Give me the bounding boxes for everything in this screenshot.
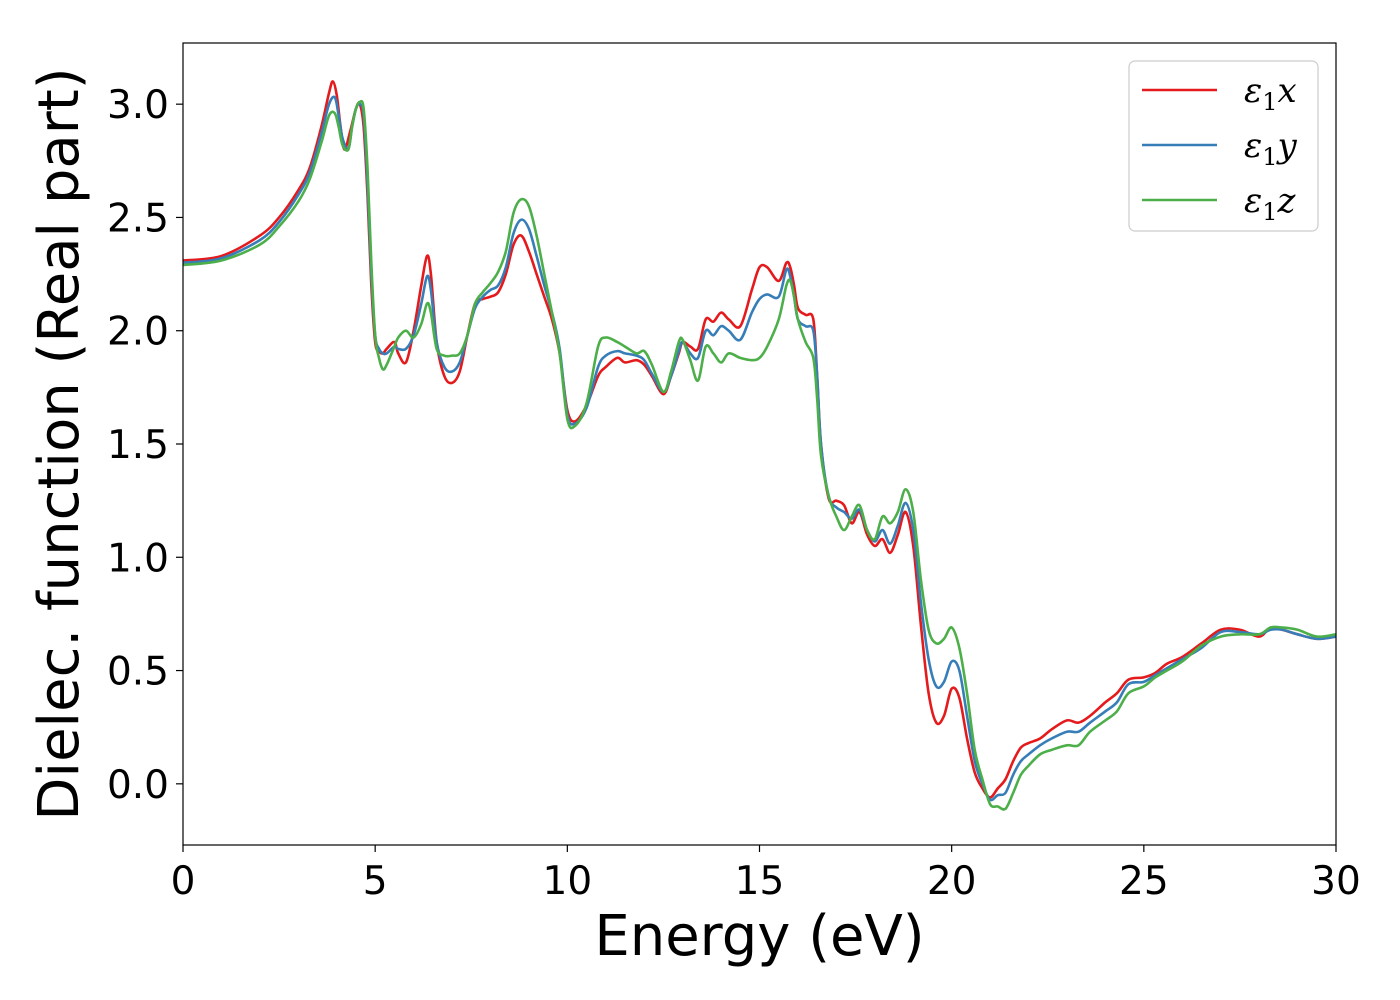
plot-lines <box>183 80 1336 811</box>
series-line-y <box>183 95 1336 802</box>
legend-item-x: ε1x <box>1142 71 1297 116</box>
x-tick-label: 25 <box>1119 859 1169 904</box>
series-line-z <box>183 99 1336 811</box>
y-tick-label: 1.5 <box>107 423 169 468</box>
y-tick-label: 0.0 <box>107 763 169 808</box>
y-tick-label: 3.0 <box>107 83 169 128</box>
legend-symbol: ε <box>1244 181 1262 221</box>
legend-item-y: ε1y <box>1142 126 1298 171</box>
y-tick-label: 2.5 <box>107 196 169 241</box>
legend-component: y <box>1276 126 1298 166</box>
legend-box <box>1128 60 1319 232</box>
legend-subscript: 1 <box>1262 143 1277 171</box>
x-tick-label: 30 <box>1311 859 1361 904</box>
x-tick-label: 10 <box>543 859 593 904</box>
x-tick-label: 5 <box>363 859 388 904</box>
y-tick-label: 1.0 <box>107 536 169 581</box>
y-tick-label: 2.0 <box>107 310 169 355</box>
series-line-x <box>183 80 1336 799</box>
y-axis: 0.0 0.5 1.0 1.5 2.0 2.5 3.0 <box>107 83 183 808</box>
legend-item-z: ε1z <box>1142 181 1297 226</box>
legend-symbol: ε <box>1244 71 1262 111</box>
x-tick-label: 0 <box>171 859 196 904</box>
x-axis: 0 5 10 15 20 25 30 <box>171 845 1361 904</box>
x-tick-label: 20 <box>927 859 977 904</box>
legend-component: z <box>1277 181 1297 221</box>
legend-subscript: 1 <box>1262 198 1277 226</box>
legend-component: x <box>1278 71 1297 111</box>
legend-label: ε1z <box>1244 181 1297 226</box>
legend-label: ε1y <box>1244 126 1298 171</box>
legend-symbol: ε <box>1244 126 1262 166</box>
x-tick-label: 15 <box>735 859 785 904</box>
x-axis-label: Energy (eV) <box>594 904 924 969</box>
legend-label: ε1x <box>1244 71 1297 116</box>
y-axis-label: Dielec. function (Real part) <box>27 67 92 820</box>
y-tick-label: 0.5 <box>107 650 169 695</box>
legend-subscript: 1 <box>1262 88 1277 116</box>
